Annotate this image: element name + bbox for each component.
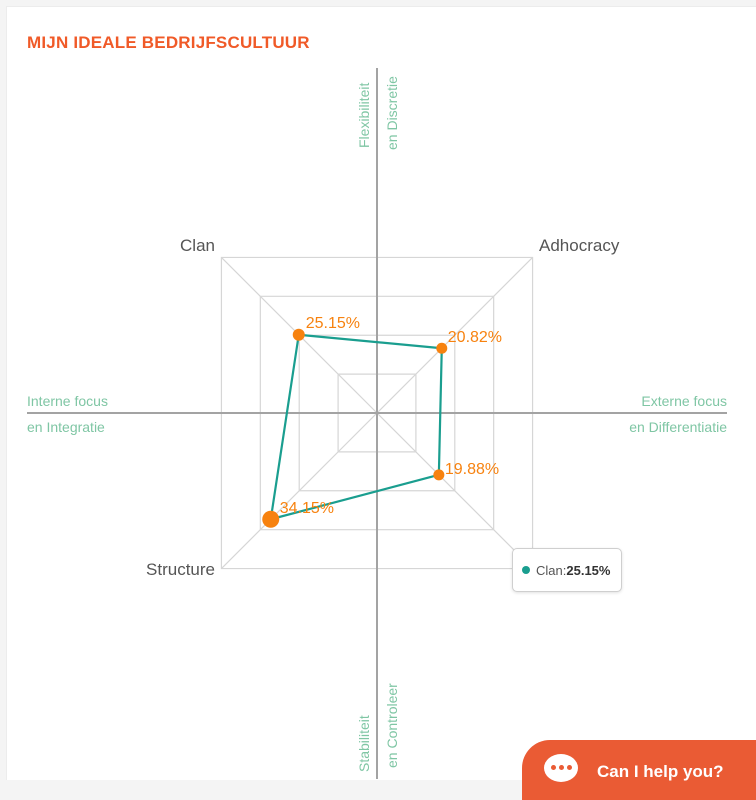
data-point-clan xyxy=(292,328,305,341)
grid-spoke-1 xyxy=(376,257,533,414)
radar-chart: Flexibiliteit en Discretie Stabiliteit en C… xyxy=(27,68,727,779)
axis-label-left-2: en Integratie xyxy=(27,419,105,435)
chat-widget-button[interactable]: Can I help you? xyxy=(522,740,756,800)
chat-bubble-icon xyxy=(544,754,578,782)
data-label-structure: 34.15% xyxy=(280,500,334,517)
data-labels: 25.15% 20.82% 19.88% 34.15% xyxy=(280,315,502,517)
axis-label-bottom-2: en Controleer xyxy=(384,683,400,768)
tooltip-colon: : xyxy=(562,562,567,578)
series-layer xyxy=(262,328,448,528)
tooltip-series-name: Clan xyxy=(536,562,563,578)
chart-card xyxy=(6,6,756,780)
grid-spoke-2 xyxy=(376,412,533,569)
data-label-adhocracy: 20.82% xyxy=(448,329,502,346)
category-label-clan: Clan xyxy=(180,236,215,255)
category-label-adhocracy: Adhocracy xyxy=(539,236,620,255)
data-point-market xyxy=(433,469,445,481)
grid-spoke-3 xyxy=(221,412,378,569)
category-labels: Clan Adhocracy Structure xyxy=(146,236,620,579)
data-label-clan: 25.15% xyxy=(306,315,360,332)
axis-label-top-1: Flexibiliteit xyxy=(356,83,372,148)
axis-label-left-1: Interne focus xyxy=(27,393,108,409)
radar-axes xyxy=(27,68,727,779)
axis-label-right-2: en Differentiatie xyxy=(629,419,727,435)
axis-label-right-1: Externe focus xyxy=(641,393,727,409)
page-title: MIJN IDEALE BEDRIJFSCULTUUR xyxy=(27,33,310,52)
axis-labels: Flexibiliteit en Discretie Stabiliteit en C… xyxy=(27,76,727,772)
axis-label-top-2: en Discretie xyxy=(384,76,400,150)
chart-tooltip: Clan: 25.15% xyxy=(512,548,622,592)
tooltip-series-dot xyxy=(522,566,530,574)
data-point-structure xyxy=(262,510,280,528)
category-label-structure: Structure xyxy=(146,560,215,579)
data-label-market: 19.88% xyxy=(445,461,499,478)
data-point-adhocracy xyxy=(436,342,448,354)
chat-label: Can I help you? xyxy=(597,762,724,781)
tooltip-value: 25.15% xyxy=(566,562,611,578)
axis-label-bottom-1: Stabiliteit xyxy=(356,715,372,772)
